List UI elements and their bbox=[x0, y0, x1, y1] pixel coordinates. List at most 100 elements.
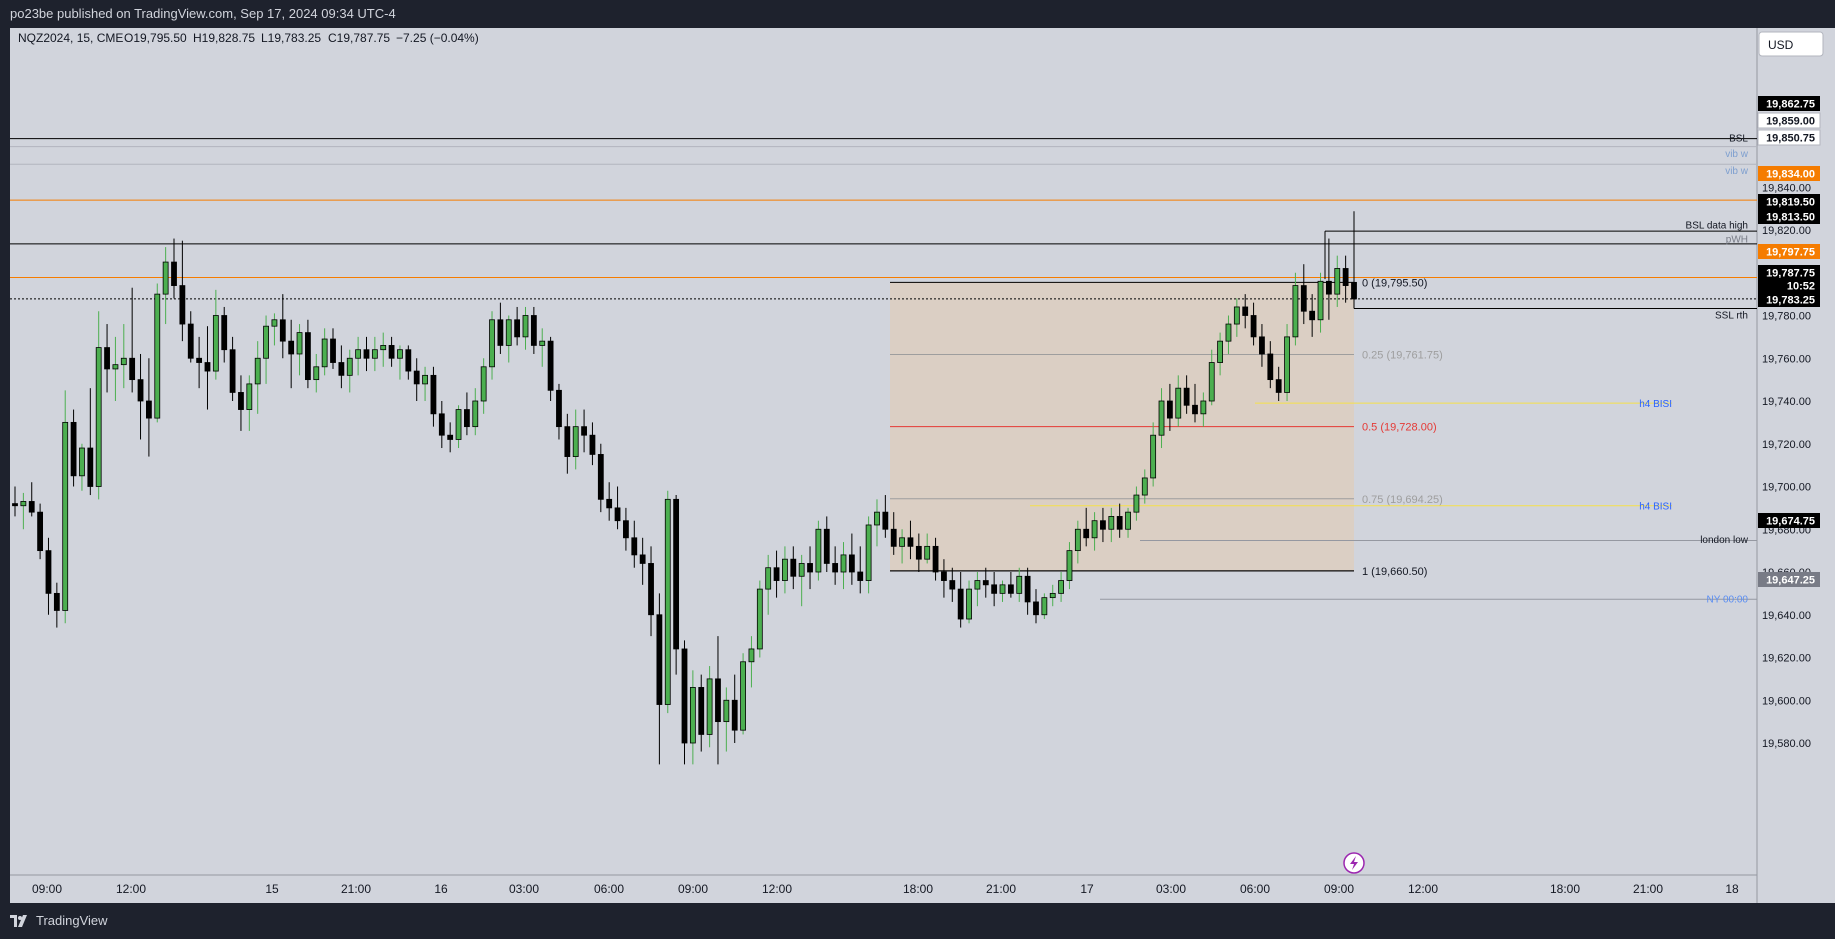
candle[interactable] bbox=[681, 640, 688, 765]
candle[interactable] bbox=[1041, 593, 1048, 620]
candle[interactable] bbox=[907, 520, 914, 560]
candle[interactable] bbox=[890, 512, 897, 555]
candle[interactable] bbox=[229, 336, 236, 401]
candle[interactable] bbox=[246, 375, 253, 431]
candle[interactable] bbox=[1292, 272, 1299, 346]
candle[interactable] bbox=[556, 383, 562, 440]
candle[interactable] bbox=[79, 443, 85, 491]
candle[interactable] bbox=[1116, 503, 1123, 538]
candle[interactable] bbox=[1317, 272, 1324, 333]
price-badge[interactable]: 19,813.50 bbox=[1758, 209, 1820, 224]
candle[interactable] bbox=[1284, 324, 1290, 401]
candle[interactable] bbox=[162, 247, 169, 325]
chart-pane[interactable] bbox=[10, 28, 1757, 875]
candle[interactable] bbox=[790, 546, 797, 590]
candle[interactable] bbox=[564, 413, 571, 474]
candle[interactable] bbox=[212, 289, 219, 380]
candle[interactable] bbox=[639, 537, 646, 585]
price-badge[interactable]: 19,859.00 bbox=[1757, 112, 1821, 129]
candle[interactable] bbox=[1024, 567, 1031, 615]
candle[interactable] bbox=[1342, 255, 1349, 303]
candle[interactable] bbox=[196, 336, 203, 389]
candle[interactable] bbox=[263, 315, 269, 384]
candle[interactable] bbox=[505, 315, 512, 363]
candle[interactable] bbox=[1309, 294, 1316, 337]
candle[interactable] bbox=[924, 533, 931, 564]
candle[interactable] bbox=[279, 294, 286, 359]
candle[interactable] bbox=[254, 341, 261, 414]
candle[interactable] bbox=[497, 302, 504, 354]
candle[interactable] bbox=[623, 507, 629, 551]
candle[interactable] bbox=[413, 358, 420, 401]
candle[interactable] bbox=[464, 392, 470, 436]
candle[interactable] bbox=[171, 238, 177, 299]
candle[interactable] bbox=[145, 358, 152, 457]
candle[interactable] bbox=[614, 486, 621, 530]
candle[interactable] bbox=[773, 550, 780, 598]
price-badge[interactable]: 19,862.75 bbox=[1758, 96, 1820, 111]
candle[interactable] bbox=[104, 324, 110, 393]
candle[interactable] bbox=[807, 546, 813, 590]
candle[interactable] bbox=[271, 313, 278, 346]
candle[interactable] bbox=[631, 520, 638, 568]
candle[interactable] bbox=[974, 572, 981, 607]
candle[interactable] bbox=[514, 306, 521, 346]
candle[interactable] bbox=[581, 409, 587, 453]
candle[interactable] bbox=[120, 324, 127, 389]
candle[interactable] bbox=[656, 593, 663, 765]
candle[interactable] bbox=[45, 537, 52, 615]
candle[interactable] bbox=[782, 546, 788, 594]
candle[interactable] bbox=[204, 326, 211, 410]
candle[interactable] bbox=[715, 636, 721, 765]
candle[interactable] bbox=[355, 336, 362, 376]
candle[interactable] bbox=[1300, 264, 1307, 325]
candle[interactable] bbox=[371, 336, 378, 372]
candle[interactable] bbox=[313, 353, 320, 393]
candle[interactable] bbox=[572, 409, 579, 470]
candle[interactable] bbox=[1133, 486, 1140, 521]
replay-icon[interactable] bbox=[1343, 852, 1365, 874]
candle[interactable] bbox=[87, 388, 94, 496]
candle[interactable] bbox=[706, 666, 713, 748]
candle[interactable] bbox=[999, 580, 1006, 602]
candle[interactable] bbox=[388, 336, 395, 367]
candle[interactable] bbox=[296, 324, 303, 376]
price-badge[interactable]: 19,797.75 bbox=[1758, 244, 1820, 259]
candle[interactable] bbox=[865, 516, 872, 594]
price-badge[interactable]: 10:52 bbox=[1758, 278, 1820, 293]
candle[interactable] bbox=[137, 353, 144, 440]
candle[interactable] bbox=[547, 336, 554, 401]
candle[interactable] bbox=[874, 499, 880, 547]
candle[interactable] bbox=[731, 674, 738, 743]
candle[interactable] bbox=[606, 482, 613, 521]
candle[interactable] bbox=[1225, 315, 1232, 354]
candle[interactable] bbox=[187, 311, 194, 363]
candle[interactable] bbox=[1217, 332, 1223, 376]
candle[interactable] bbox=[1158, 388, 1165, 449]
candle[interactable] bbox=[1183, 375, 1190, 414]
candle[interactable] bbox=[1033, 589, 1039, 624]
currency-button[interactable]: USD bbox=[1758, 31, 1824, 57]
candle[interactable] bbox=[1016, 567, 1023, 602]
candle[interactable] bbox=[1141, 469, 1148, 504]
price-badge[interactable]: 19,819.50 bbox=[1758, 194, 1820, 209]
candle[interactable] bbox=[1325, 238, 1332, 320]
candle[interactable] bbox=[765, 554, 772, 615]
candle[interactable] bbox=[1267, 341, 1274, 389]
candle[interactable] bbox=[154, 283, 161, 423]
candle[interactable] bbox=[798, 554, 805, 607]
candle[interactable] bbox=[840, 542, 847, 590]
candle[interactable] bbox=[70, 409, 77, 487]
candle[interactable] bbox=[338, 345, 345, 389]
candle[interactable] bbox=[62, 390, 69, 624]
candle[interactable] bbox=[422, 366, 428, 401]
candle[interactable] bbox=[756, 580, 763, 658]
candle[interactable] bbox=[179, 240, 186, 342]
candle[interactable] bbox=[397, 345, 403, 380]
candle[interactable] bbox=[1233, 298, 1240, 337]
candle[interactable] bbox=[1074, 520, 1081, 564]
time-axis[interactable] bbox=[10, 875, 1757, 903]
candle[interactable] bbox=[530, 306, 537, 354]
candle[interactable] bbox=[1208, 349, 1215, 406]
price-badge[interactable]: 19,834.00 bbox=[1758, 166, 1820, 181]
